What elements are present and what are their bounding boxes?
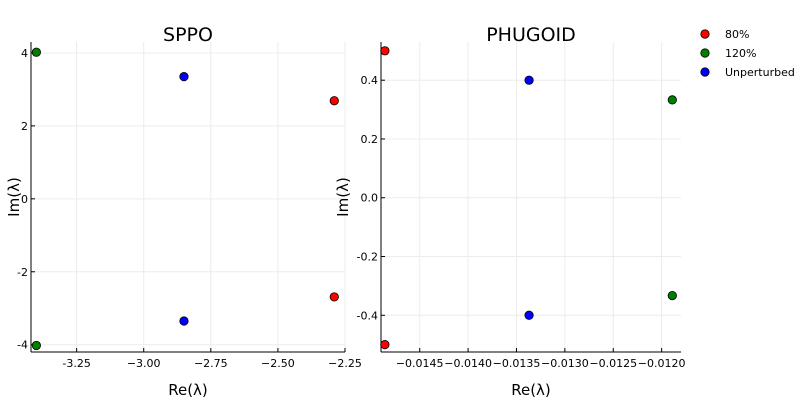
legend-label: 120% — [725, 47, 756, 60]
panel-phugoid: −0.0145 −0.0140 −0.0135 −0.0130 −0.0125 −0.01… — [334, 24, 686, 399]
x-tick-label: −2.50 — [261, 357, 295, 370]
data-point — [179, 316, 189, 326]
data-point — [524, 75, 534, 85]
legend-label: Unperturbed — [725, 66, 795, 79]
chart-title: SPPO — [163, 24, 213, 46]
y-tick-label: 2 — [21, 120, 28, 133]
data-point — [524, 310, 534, 320]
data-point — [380, 340, 390, 350]
data-point — [667, 95, 677, 105]
y-axis-label: Im(λ) — [5, 177, 23, 217]
x-tick-label: −0.0135 — [493, 357, 541, 370]
y-tick-label: 0.0 — [361, 192, 379, 205]
panel-sppo: -3.25 −3.00 −2.75 −2.50 −2.25 4 2 0 -2 -4 SPPO Re… — [5, 24, 362, 399]
y-tick-label: -0.2 — [357, 251, 378, 264]
x-tick-label: −3.00 — [127, 357, 161, 370]
data-point — [329, 96, 339, 106]
data-point — [380, 46, 390, 56]
y-tick-label: 0 — [21, 193, 28, 206]
y-tick-label: -2 — [17, 266, 28, 279]
y-tick-label: -4 — [17, 339, 28, 352]
legend-marker — [700, 67, 710, 77]
x-axis-label: Re(λ) — [511, 381, 551, 399]
x-tick-label: −0.0120 — [638, 357, 686, 370]
data-point — [31, 47, 41, 57]
x-axis-label: Re(λ) — [168, 381, 208, 399]
legend-label: 80% — [725, 28, 749, 41]
legend-marker — [700, 48, 710, 58]
x-tick-label: −0.0125 — [589, 357, 637, 370]
legend: 80% 120% Unperturbed — [700, 28, 795, 79]
data-point — [329, 292, 339, 302]
x-tick-label: −2.25 — [328, 357, 362, 370]
data-point — [667, 290, 677, 301]
legend-marker — [700, 29, 710, 39]
x-tick-label: −0.0140 — [444, 357, 492, 370]
y-axis-label: Im(λ) — [334, 177, 352, 217]
data-point — [179, 72, 189, 82]
y-tick-label: 0.4 — [361, 74, 379, 87]
y-tick-label: 0.2 — [361, 133, 379, 146]
x-tick-label: −2.75 — [194, 357, 228, 370]
chart-title: PHUGOID — [486, 24, 576, 46]
data-point — [31, 340, 41, 351]
y-tick-label: -0.4 — [357, 309, 378, 322]
x-tick-label: −0.0145 — [396, 357, 444, 370]
y-tick-label: 4 — [21, 47, 28, 60]
x-tick-label: −0.0130 — [541, 357, 589, 370]
x-tick-label: -3.25 — [62, 357, 90, 370]
